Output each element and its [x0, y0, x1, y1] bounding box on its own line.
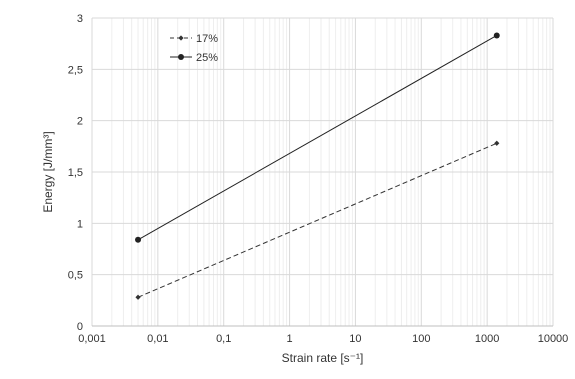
legend-label: 17% — [196, 33, 218, 45]
series-1 — [135, 140, 500, 300]
series-layer — [135, 32, 500, 300]
x-tick-label: 0,1 — [216, 333, 231, 345]
y-tick-label: 0,5 — [68, 270, 83, 282]
y-tick-label: 2 — [77, 116, 83, 128]
legend-entry: 25% — [170, 52, 218, 64]
series-line — [137, 142, 497, 298]
data-point — [135, 294, 141, 300]
x-axis-title: Strain rate [s⁻¹] — [282, 351, 364, 365]
series-2 — [135, 32, 500, 243]
data-point — [494, 140, 500, 146]
y-axis-title: Energy [J/mm³] — [41, 131, 55, 212]
legend-label: 25% — [196, 52, 218, 64]
x-tick-label: 100 — [412, 333, 430, 345]
y-tick-label: 2,5 — [68, 64, 83, 76]
x-tick-label: 10000 — [538, 333, 569, 345]
grid — [91, 17, 554, 327]
legend-marker — [178, 54, 184, 60]
x-tick-label: 1 — [287, 333, 293, 345]
data-point — [493, 32, 500, 39]
x-tick-label: 1000 — [475, 333, 499, 345]
y-tick-label: 1 — [77, 218, 83, 230]
legend: 17% 25% — [170, 33, 218, 64]
y-tick-label: 3 — [77, 13, 83, 25]
series-line — [137, 35, 498, 241]
y-tick-label: 0 — [77, 321, 83, 333]
x-tick-label: 0,001 — [78, 333, 106, 345]
x-tick-label: 0,01 — [147, 333, 168, 345]
axes: 0,001 0,01 0,1 1 10 100 1000 10000 0 0,5 1 1,5 2 2,5 3 — [68, 13, 569, 345]
legend-entry: 17% — [170, 33, 218, 45]
y-tick-label: 1,5 — [68, 167, 83, 179]
legend-marker — [178, 35, 184, 41]
data-point — [135, 236, 142, 243]
x-tick-label: 10 — [349, 333, 361, 345]
